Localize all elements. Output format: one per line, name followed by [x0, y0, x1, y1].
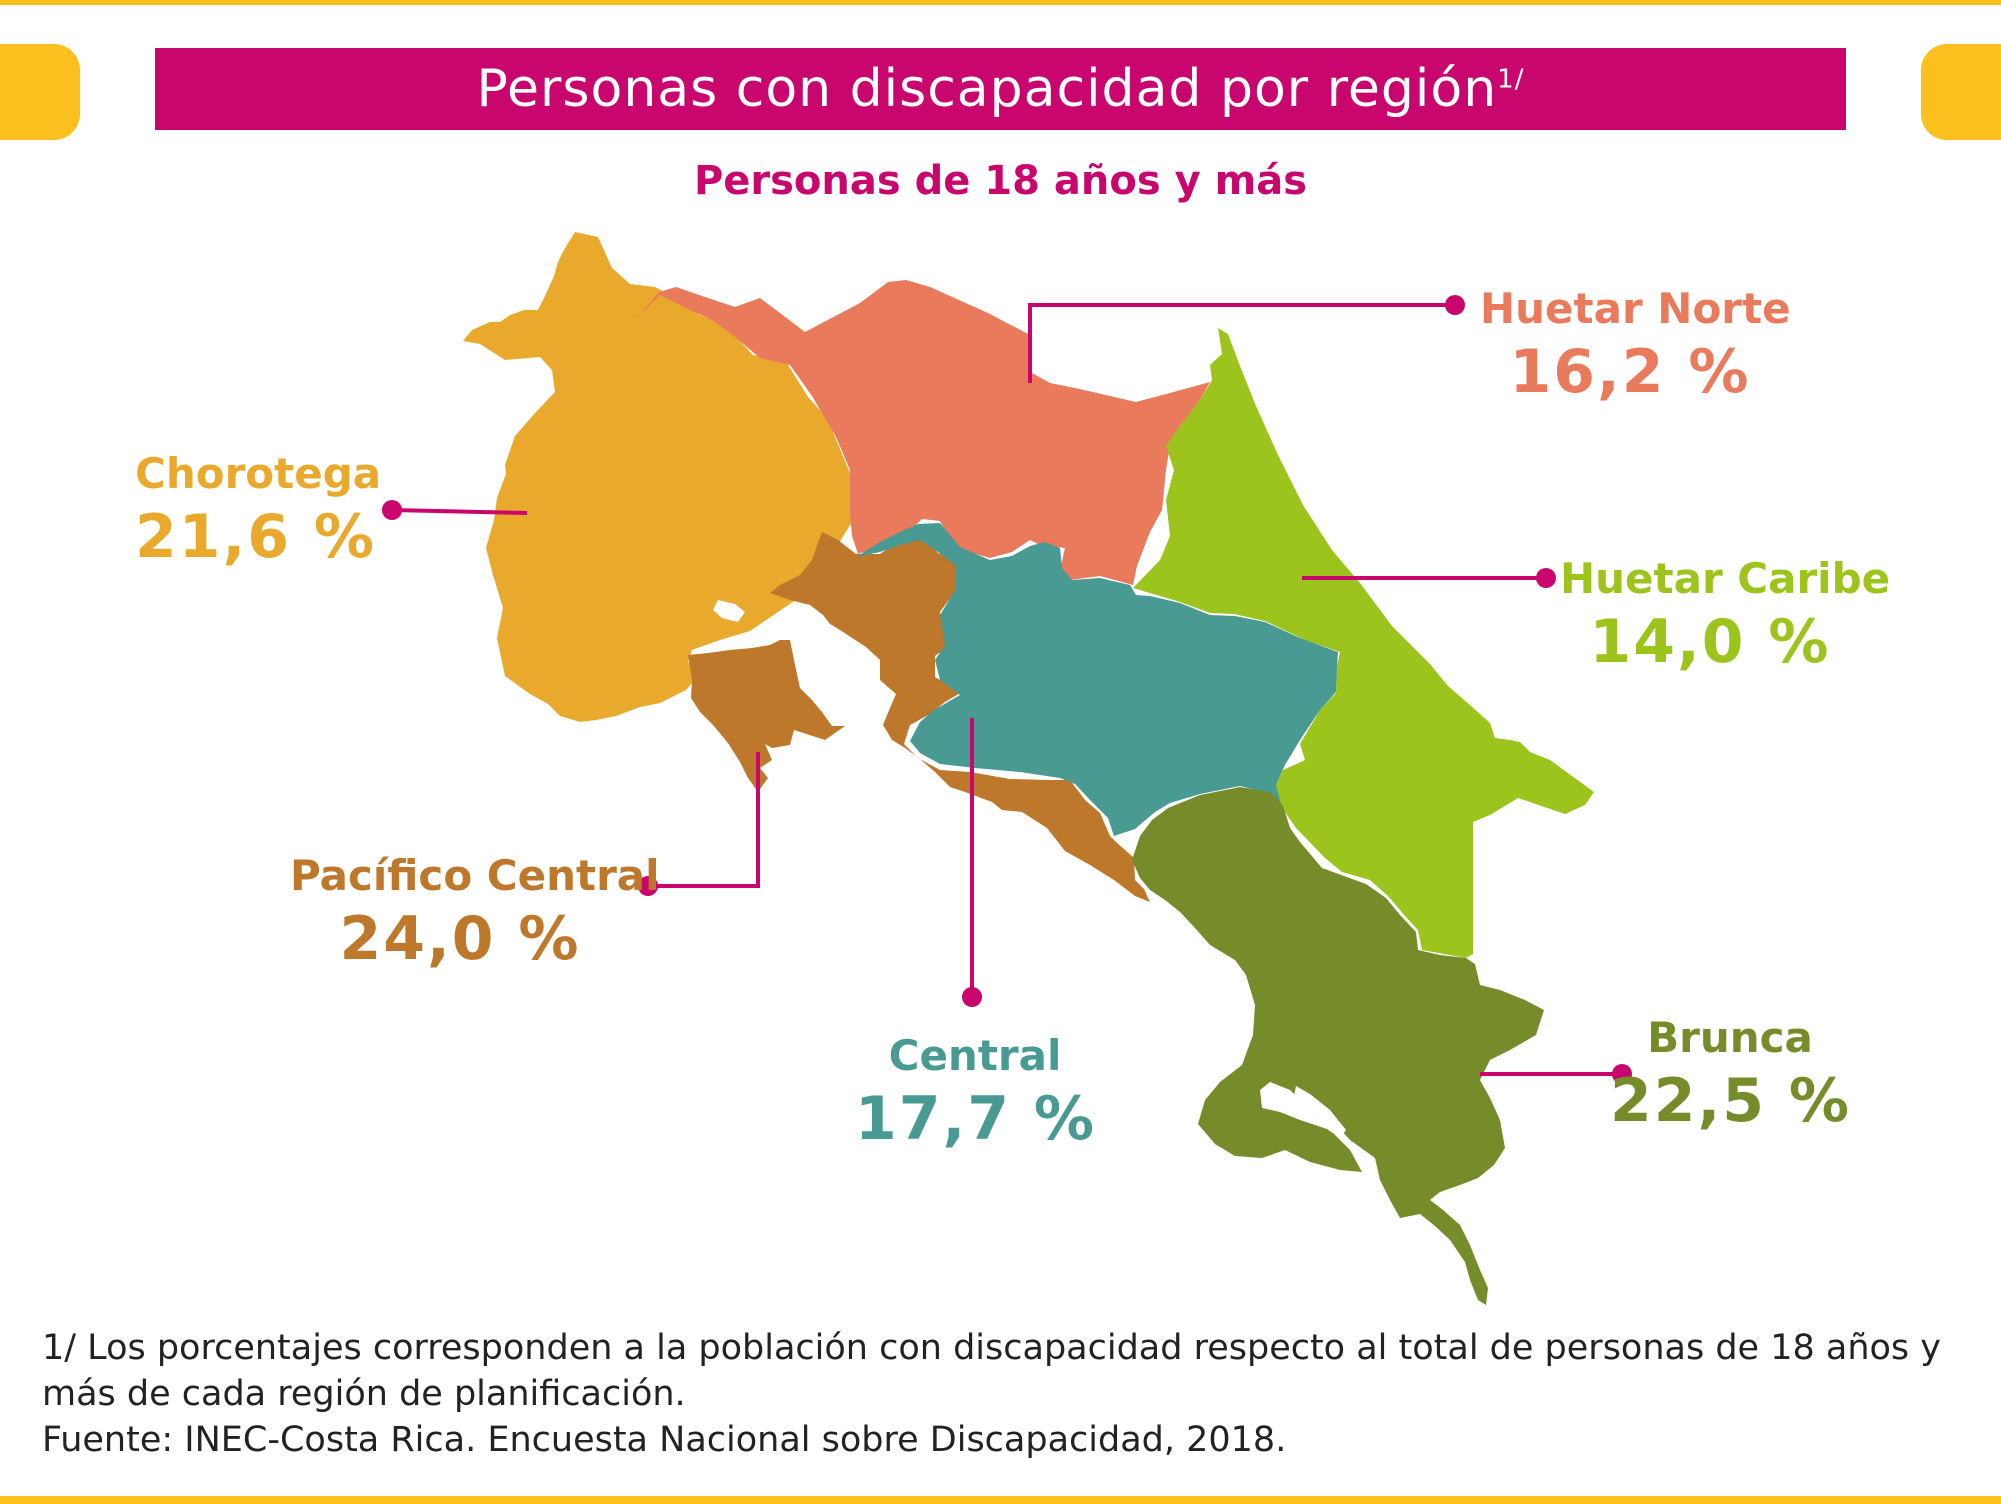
- golfo-dulce: [1294, 1086, 1346, 1138]
- region-chorotega: [463, 232, 853, 722]
- footnote-text: 1/ Los porcentajes corresponden a la pob…: [42, 1328, 1941, 1414]
- region-pacifico-central: [688, 531, 1150, 902]
- page-title: Personas con discapacidad por región: [476, 59, 1498, 119]
- label-pacifico-central: Pacífico Central 24,0 %: [290, 850, 660, 976]
- region-name: Pacífico Central: [290, 851, 660, 900]
- region-percentage: 21,6 %: [135, 502, 377, 572]
- region-huetar-norte: [628, 280, 1210, 585]
- region-name: Brunca: [1647, 1013, 1813, 1062]
- banner-left-tab: [0, 44, 80, 140]
- leader-line-pacifico-central: [648, 752, 760, 888]
- region-percentage: 24,0 %: [339, 904, 581, 974]
- top-border: [0, 0, 2001, 5]
- marker-dot-brunca: [1612, 1064, 1632, 1084]
- marker-dot-huetar-norte: [1445, 295, 1465, 315]
- banner-right-tab: [1921, 44, 2001, 140]
- title-banner: Personas con discapacidad por región1/: [155, 48, 1846, 130]
- marker-dot-central: [962, 987, 982, 1007]
- region-name: Central: [888, 1031, 1062, 1080]
- marker-dot-pacifico-central: [638, 876, 658, 896]
- arenal-lake: [713, 600, 745, 622]
- region-percentage: 16,2 %: [1509, 337, 1751, 407]
- marker-dot-chorotega: [382, 500, 402, 520]
- region-name: Huetar Norte: [1480, 284, 1791, 333]
- region-brunca: [1132, 787, 1544, 1305]
- leader-line-huetar-norte: [1028, 303, 1455, 383]
- footnotes: 1/ Los porcentajes corresponden a la pob…: [42, 1325, 1962, 1463]
- label-brunca: Brunca 22,5 %: [1610, 1012, 1850, 1138]
- label-central: Central 17,7 %: [855, 1030, 1095, 1156]
- leader-line-chorotega: [391, 508, 528, 515]
- region-name: Chorotega: [135, 449, 382, 498]
- label-chorotega: Chorotega 21,6 %: [135, 448, 382, 574]
- bottom-border: [0, 1496, 2001, 1504]
- label-huetar-caribe: Huetar Caribe 14,0 %: [1560, 553, 1891, 679]
- region-percentage: 22,5 %: [1610, 1066, 1852, 1136]
- source-text: Fuente: INEC-Costa Rica. Encuesta Nacion…: [42, 1420, 1287, 1460]
- region-central: [856, 523, 1338, 836]
- region-huetar-caribe: [1133, 328, 1594, 958]
- region-name: Huetar Caribe: [1560, 554, 1891, 603]
- marker-dot-huetar-caribe: [1536, 568, 1556, 588]
- label-huetar-norte: Huetar Norte 16,2 %: [1480, 283, 1791, 409]
- region-percentage: 17,7 %: [855, 1084, 1097, 1154]
- region-percentage: 14,0 %: [1589, 607, 1831, 677]
- subtitle: Personas de 18 años y más: [693, 158, 1308, 204]
- title-footnote-mark: 1/: [1497, 64, 1525, 95]
